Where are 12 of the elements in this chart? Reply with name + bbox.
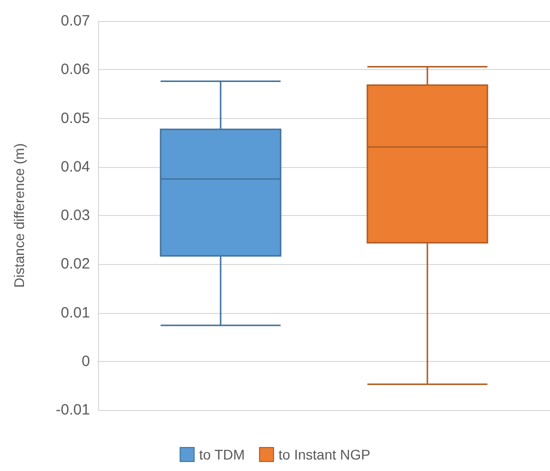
y-tick-label: 0.05 bbox=[60, 110, 90, 127]
legend-label: to TDM bbox=[199, 446, 245, 462]
y-tick-label: 0.01 bbox=[60, 304, 90, 322]
y-tick-label: 0.02 bbox=[60, 256, 90, 273]
legend-label: to Instant NGP bbox=[278, 446, 370, 462]
y-axis-title: Distance difference (m) bbox=[11, 143, 27, 288]
y-tick-label: 0.06 bbox=[60, 61, 90, 78]
y-tick-label: 0.07 bbox=[60, 12, 90, 30]
y-tick-label: 0.04 bbox=[60, 158, 90, 176]
y-tick-label: -0.01 bbox=[56, 402, 90, 418]
y-tick-label: 0 bbox=[82, 352, 90, 370]
y-tick-label: 0.03 bbox=[60, 207, 90, 224]
